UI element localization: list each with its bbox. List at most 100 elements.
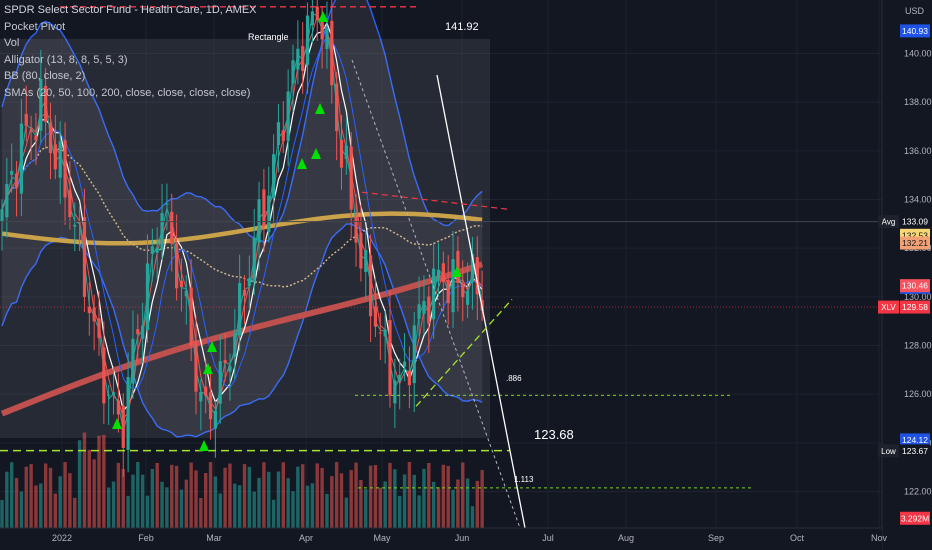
volume-bar (136, 462, 140, 528)
volume-bar (267, 471, 271, 528)
legend-bb[interactable]: BB (80, close, 2) (4, 70, 86, 82)
volume-bar (24, 466, 28, 528)
candle-body (466, 291, 470, 305)
drawings[interactable] (0, 6, 882, 529)
candle-body (63, 140, 67, 198)
volume-bar (383, 481, 387, 528)
volume-bar (43, 463, 48, 528)
x-tick-label: Jun (455, 533, 470, 543)
candle-body (257, 199, 261, 243)
volume-bar (339, 473, 344, 528)
candle-body (456, 250, 460, 283)
candle-body (102, 347, 106, 404)
volume-bar (204, 473, 208, 528)
volume-bar (461, 462, 465, 528)
y-tick-label: 138.00 (904, 97, 932, 107)
candle-body (97, 318, 101, 339)
price-badge-tag (878, 300, 899, 314)
price-badge-label: XLV (881, 303, 896, 312)
candle-body (305, 15, 310, 65)
alligator-teeth (1, 14, 483, 420)
candle-body (281, 130, 285, 141)
moving-averages (0, 12, 484, 432)
candle-body (179, 280, 184, 288)
price-axis-bg (882, 0, 932, 550)
price-axis[interactable]: 122.00124.00126.00128.00130.00132.00134.… (878, 0, 932, 550)
candle-body (286, 91, 290, 141)
candle-body (29, 130, 33, 132)
grid (0, 53, 882, 493)
y-tick-label: 122.00 (904, 487, 932, 497)
symbol-title[interactable]: SPDR Select Sector Fund - Health Care, 1… (4, 4, 257, 16)
price-badge-tag (878, 444, 899, 458)
volume-bar (165, 487, 169, 528)
volume-bar (422, 468, 426, 528)
candle-body (364, 249, 368, 273)
volume-bar (262, 462, 266, 528)
indicator-legend: SPDR Select Sector Fund - Health Care, 1… (4, 2, 257, 101)
candle-body (267, 195, 271, 233)
bb-upper (1, 0, 483, 243)
candle-body (388, 320, 392, 396)
candle-body (252, 237, 256, 283)
legend-alligator[interactable]: Alligator (13, 8, 8, 5, 5, 3) (4, 53, 128, 66)
candle-body (475, 257, 479, 295)
volume-bar (465, 478, 470, 528)
volume-bar (92, 459, 96, 528)
volume-bar (475, 480, 479, 528)
alligator-jaw (1, 36, 483, 389)
volume-bar (121, 469, 125, 528)
high-price-label: 141.92 (445, 21, 479, 33)
y-tick-label: 140.00 (904, 49, 932, 59)
volume-bar (446, 465, 450, 528)
volume-bar (223, 467, 227, 528)
price-badge-value: 124.12 (902, 435, 928, 445)
legend-volume[interactable]: Vol (4, 37, 20, 49)
candle-body (301, 46, 305, 72)
volume-bar (140, 474, 145, 528)
volume-bar (271, 499, 276, 528)
candle-body (354, 216, 358, 243)
price-badge-value: 3.292M (901, 513, 929, 523)
candle-body (68, 190, 72, 218)
candle-body (0, 209, 4, 222)
volume-bar (407, 462, 412, 528)
candle-body (291, 60, 295, 84)
volume-bar (14, 478, 19, 528)
volume-bar (310, 483, 315, 528)
time-axis[interactable]: 2022 Feb Mar Apr May Jun Jul Aug Sep Oct Nov (0, 527, 887, 550)
volume-bar (301, 464, 305, 528)
legend-smas[interactable]: SMAs (20, 50, 100, 200, close, close, cl… (4, 86, 251, 99)
volume-bar (194, 470, 198, 528)
candle-body (160, 213, 164, 250)
candle-body (310, 11, 314, 26)
price-badge (900, 24, 930, 38)
candle-body (378, 332, 382, 334)
candle-body (87, 306, 91, 314)
volume-bar (470, 506, 475, 528)
candle-body (398, 374, 402, 382)
price-badge (900, 279, 930, 293)
volume-bar (349, 470, 353, 528)
volume-bar (276, 471, 281, 528)
price-badge-value: 132.21 (902, 238, 928, 248)
x-tick-label: May (373, 533, 391, 543)
candle-body (5, 183, 9, 218)
candle-body (383, 329, 387, 337)
pocket-pivot-marker (315, 103, 325, 114)
rectangle-label: Rectangle (248, 32, 289, 42)
candle-body (126, 377, 130, 450)
candle-body (427, 296, 431, 324)
pocket-pivot-marker (297, 158, 307, 169)
candle-body (170, 211, 174, 245)
volume-bar (19, 491, 24, 528)
candle-body (432, 268, 436, 320)
bb-lower (1, 223, 483, 438)
volume-bar (368, 465, 373, 528)
volume-bar (436, 487, 441, 528)
legend-pocket-pivot[interactable]: Pocket Pivot (4, 20, 66, 33)
x-tick-label: Feb (138, 533, 154, 543)
